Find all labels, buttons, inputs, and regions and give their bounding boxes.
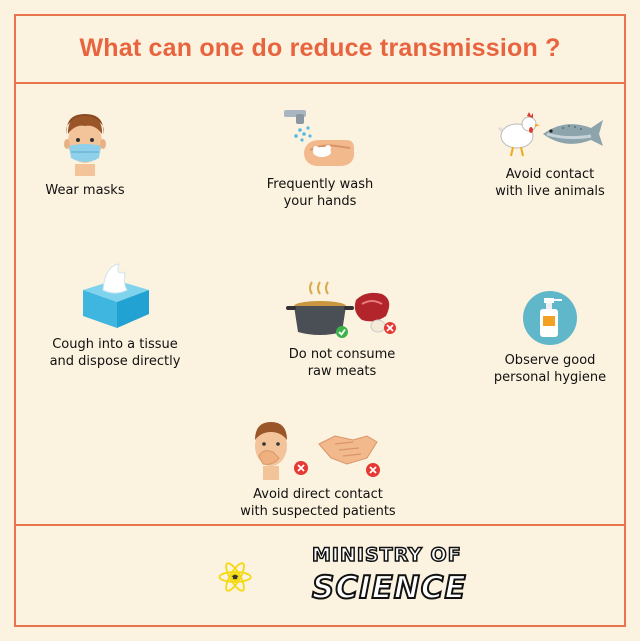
tip-wash-hands: Frequently wash your hands <box>250 106 390 210</box>
hand-washing-icon <box>284 110 354 166</box>
title-bar: What can one do reduce transmission ? <box>14 14 626 84</box>
face-mask-icon <box>64 114 106 176</box>
tip-label: Cough into a tissue and dispose directly <box>49 337 181 369</box>
tissue-box-icon <box>83 263 149 328</box>
tip-label: Observe good personal hygiene <box>493 353 607 385</box>
tip-avoid-animals: Avoid contact with live animals <box>480 110 620 200</box>
tip-cough-tissue: Cough into a tissue and dispose directly <box>40 260 190 370</box>
tip-label: Wear masks <box>45 183 125 198</box>
tip-label: Avoid contact with live animals <box>495 167 605 199</box>
tip-personal-hygiene: Observe good personal hygiene <box>490 290 610 386</box>
tip-label: Do not consume raw meats <box>288 347 396 379</box>
cooking-pot-meat-icon <box>286 281 396 338</box>
tip-avoid-patients: Avoid direct contact with suspected pati… <box>236 418 400 520</box>
tip-label: Frequently wash your hands <box>266 177 374 209</box>
tip-no-raw-meat: Do not consume raw meats <box>272 280 412 380</box>
brand-name-line2: SCIENCE <box>311 569 467 607</box>
hand-sanitizer-icon <box>523 291 577 345</box>
footer-divider <box>14 524 626 526</box>
poster-frame <box>14 14 626 627</box>
brand-name-line1: MINISTRY OF <box>311 543 462 567</box>
tip-wear-masks: Wear masks <box>30 108 140 199</box>
atom-logo-icon <box>218 562 252 592</box>
page-title: What can one do reduce transmission ? <box>79 33 561 62</box>
sick-person-handshake-icon <box>255 422 380 480</box>
chicken-fish-icon <box>498 112 603 157</box>
tip-label: Avoid direct contact with suspected pati… <box>240 487 396 519</box>
